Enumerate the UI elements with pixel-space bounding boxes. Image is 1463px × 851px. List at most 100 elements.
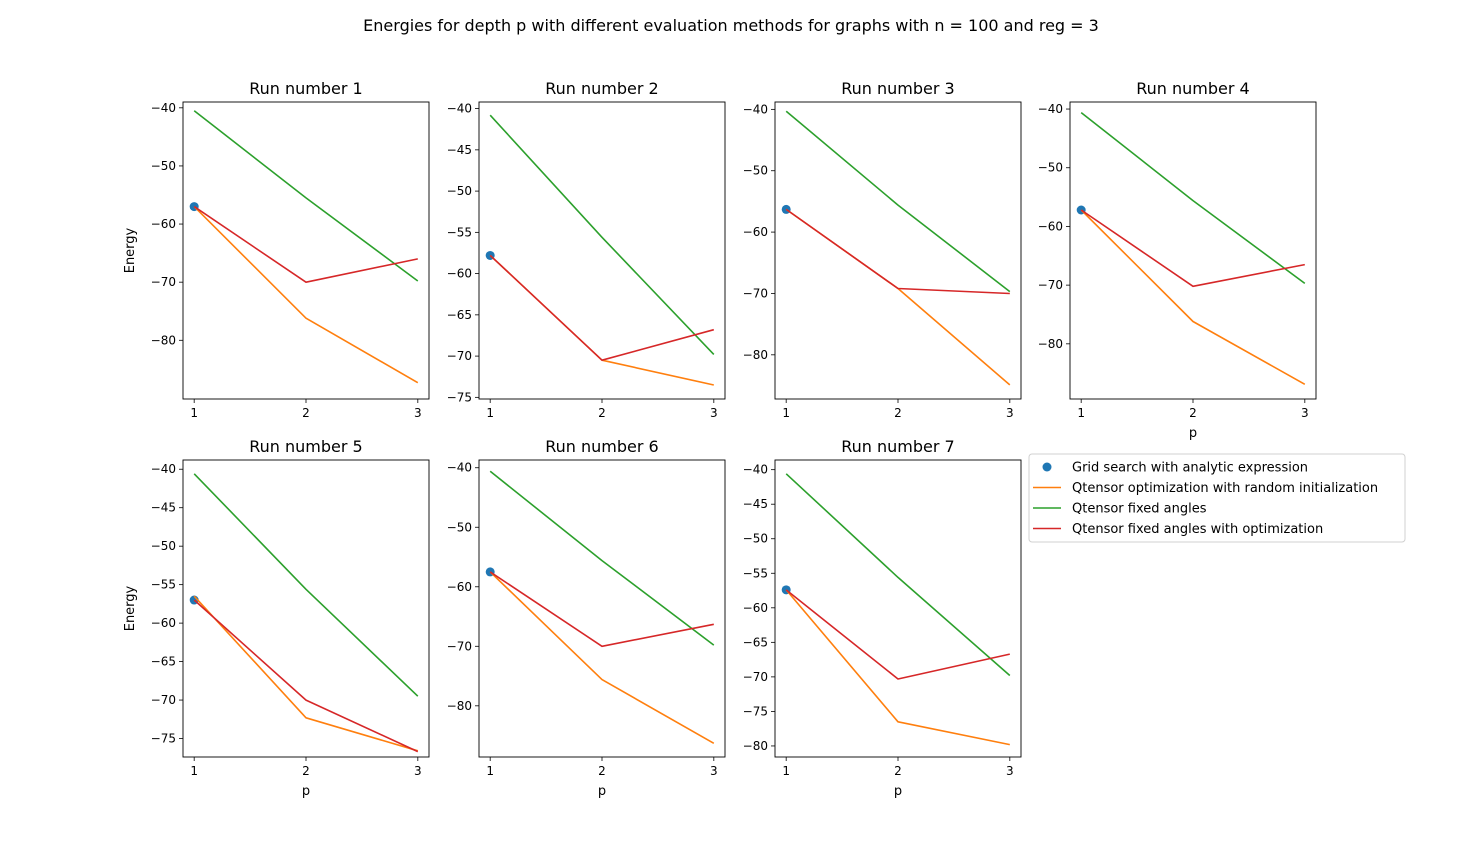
x-tick-label: 3 xyxy=(414,406,422,420)
y-tick-label: −60 xyxy=(447,267,472,281)
y-tick-label: −40 xyxy=(447,102,472,116)
x-axis-label: p xyxy=(894,784,902,799)
series-line-qtensor-fixed-opt xyxy=(193,599,419,753)
y-tick-label: −50 xyxy=(447,520,472,534)
subplot-title: Run number 3 xyxy=(841,79,954,98)
x-tick-label: 2 xyxy=(598,764,606,778)
y-tick-label: −80 xyxy=(447,699,472,713)
y-tick-label: −40 xyxy=(151,462,176,476)
series-line-qtensor-random xyxy=(193,206,419,384)
subplot-5: Run number 5 1 2 3 −40 −45 −50 −55 −60 −65 −70 −75 p… xyxy=(123,437,430,799)
series-line-qtensor-fixed-opt xyxy=(489,254,715,362)
y-tick-label: −55 xyxy=(743,566,768,580)
legend-item: Qtensor fixed angles xyxy=(1033,502,1207,517)
y-tick-label: −50 xyxy=(447,184,472,198)
x-tick-label: 2 xyxy=(598,406,606,420)
subplot-1: Run number 1 1 2 3 −40 −50 −60 −70 −80 Energy xyxy=(123,79,430,420)
x-tick-label: 1 xyxy=(782,406,790,420)
y-tick-label: −60 xyxy=(743,225,768,239)
y-tick-label: −80 xyxy=(1038,337,1063,351)
y-tick-label: −40 xyxy=(447,461,472,475)
series-line-qtensor-fixed xyxy=(1080,111,1306,285)
y-tick-label: −60 xyxy=(743,601,768,615)
legend-label: Grid search with analytic expression xyxy=(1072,461,1308,476)
x-tick-label: 3 xyxy=(710,764,718,778)
x-axis-label: p xyxy=(302,784,310,799)
x-tick-label: 2 xyxy=(894,406,902,420)
axes-frame xyxy=(182,459,430,758)
series-line-qtensor-random xyxy=(785,589,1010,746)
y-axis-label: Energy xyxy=(123,585,138,631)
legend-item: Grid search with analytic expression xyxy=(1042,461,1308,476)
legend-label: Qtensor fixed angles xyxy=(1072,502,1207,517)
y-tick-label: −55 xyxy=(447,225,472,239)
series-line-qtensor-fixed-opt xyxy=(785,589,1010,680)
legend-label: Qtensor fixed angles with optimization xyxy=(1072,522,1323,537)
series-line-qtensor-random xyxy=(1080,209,1306,385)
subplot-grid: Run number 11 2 3−40−50−60−70−80EnergyRun … xyxy=(123,79,1317,799)
x-tick-label: 3 xyxy=(1006,406,1014,420)
x-axis-label: p xyxy=(598,784,606,799)
x-tick-label: 3 xyxy=(710,406,718,420)
x-tick-label: 2 xyxy=(1189,406,1197,420)
y-tick-label: −70 xyxy=(743,286,768,300)
axes-frame xyxy=(1069,101,1317,400)
subplot-2: Run number 2 1 2 3 −40 −45 −50 −55 −60 −65 −70 −75 xyxy=(447,79,726,420)
subplot-title: Run number 4 xyxy=(1136,79,1249,98)
y-tick-label: −60 xyxy=(151,616,176,630)
y-tick-label: −75 xyxy=(447,390,472,404)
series-line-qtensor-fixed xyxy=(785,473,1011,677)
series-line-qtensor-fixed xyxy=(193,473,419,697)
x-tick-label: 1 xyxy=(486,406,494,420)
legend-item: Qtensor optimization with random initial… xyxy=(1033,481,1378,496)
y-axis-label: Energy xyxy=(123,227,138,273)
y-tick-label: −50 xyxy=(743,532,768,546)
y-tick-label: −60 xyxy=(447,580,472,594)
series-line-qtensor-fixed-opt xyxy=(785,208,1010,295)
subplot-6: Run number 6 1 2 3 −40 −50 −60 −70 −80 p xyxy=(447,437,726,799)
axes-frame xyxy=(478,101,726,400)
y-tick-label: −65 xyxy=(743,635,768,649)
axes-frame xyxy=(182,101,430,400)
series-line-qtensor-random xyxy=(489,571,715,744)
x-tick-label: 2 xyxy=(302,406,310,420)
y-tick-label: −70 xyxy=(151,275,176,289)
subplot-title: Run number 6 xyxy=(545,437,658,456)
x-tick-label: 1 xyxy=(190,764,198,778)
y-tick-label: −40 xyxy=(151,101,176,115)
series-line-qtensor-fixed xyxy=(489,114,715,355)
series-line-qtensor-fixed xyxy=(785,110,1011,293)
legend-marker-dot xyxy=(1042,462,1052,472)
axes-frame xyxy=(478,459,726,758)
y-tick-label: −80 xyxy=(743,348,768,362)
axes-frame xyxy=(774,101,1022,400)
legend-item: Qtensor fixed angles with optimization xyxy=(1033,522,1323,537)
x-tick-label: 1 xyxy=(486,764,494,778)
x-tick-label: 2 xyxy=(894,764,902,778)
x-axis-label: p xyxy=(1189,426,1197,441)
y-tick-label: −65 xyxy=(151,655,176,669)
series-line-qtensor-fixed xyxy=(489,470,715,646)
x-tick-label: 3 xyxy=(1006,764,1014,778)
y-tick-label: −45 xyxy=(447,143,472,157)
subplot-4: Run number 4 1 2 3 −40 −50 −60 −70 −80 p xyxy=(1038,79,1317,441)
x-tick-label: 3 xyxy=(414,764,422,778)
series-line-qtensor-random xyxy=(193,595,419,752)
subplot-7: Run number 7 1 2 3 −40 −45 −50 −55 −60 −65 −70 −75 −… xyxy=(743,437,1022,799)
series-line-qtensor-fixed xyxy=(193,110,419,282)
x-tick-label: 1 xyxy=(782,764,790,778)
y-tick-label: −70 xyxy=(151,693,176,707)
legend-box xyxy=(1028,453,1406,543)
series-line-qtensor-fixed-opt xyxy=(193,205,418,284)
legend: Grid search with analytic expression Qten… xyxy=(1028,453,1406,543)
x-tick-label: 3 xyxy=(1301,406,1309,420)
legend-label: Qtensor optimization with random initial… xyxy=(1072,481,1378,496)
x-tick-label: 2 xyxy=(302,764,310,778)
y-tick-label: −50 xyxy=(151,159,176,173)
series-line-qtensor-fixed-opt xyxy=(1080,209,1305,288)
y-tick-label: −80 xyxy=(743,739,768,753)
y-tick-label: −60 xyxy=(151,217,176,231)
y-tick-label: −70 xyxy=(1038,278,1063,292)
